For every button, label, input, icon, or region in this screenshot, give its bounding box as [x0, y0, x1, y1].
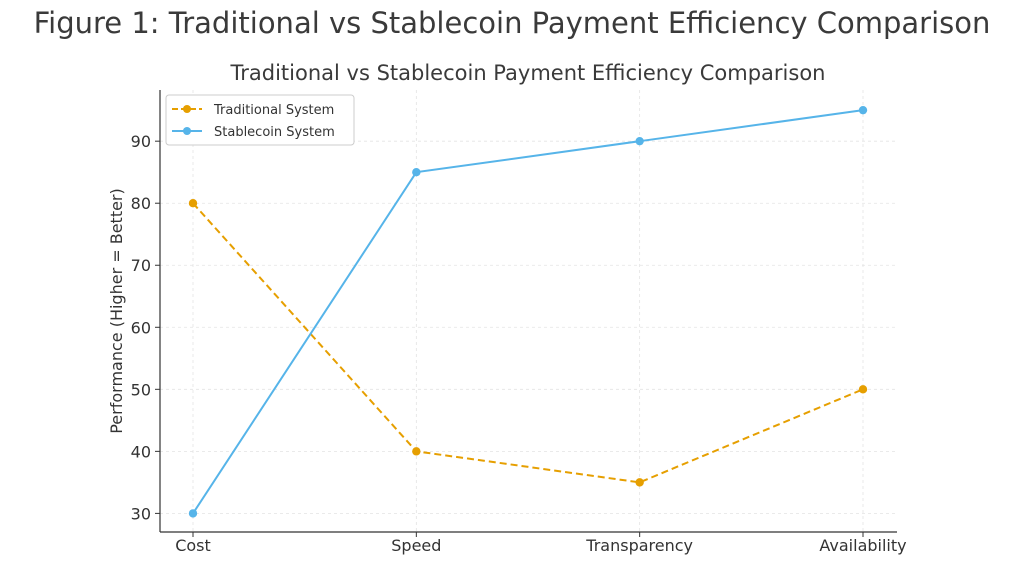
- y-tick-label: 80: [131, 194, 151, 213]
- legend: Traditional System Stablecoin System: [165, 94, 355, 146]
- legend-swatch-marker: [183, 127, 191, 135]
- x-tick-label: Cost: [175, 536, 211, 555]
- y-axis-label: Performance (Higher = Better): [107, 188, 126, 434]
- series-line: [192, 202, 864, 484]
- legend-item: Traditional System: [172, 103, 334, 118]
- legend-item: Stablecoin System: [172, 125, 335, 140]
- chart-title: Traditional vs Stablecoin Payment Effici…: [230, 61, 826, 85]
- y-tick-label: 50: [131, 380, 151, 399]
- x-tick-label: Availability: [819, 536, 906, 555]
- legend-label: Traditional System: [213, 103, 334, 118]
- data-point: [635, 478, 644, 487]
- data-point: [412, 447, 421, 456]
- data-point: [635, 136, 644, 146]
- data-point: [858, 105, 868, 115]
- series-traditional-system: [188, 199, 868, 487]
- axes: [159, 90, 897, 533]
- series-stablecoin-system: [188, 105, 868, 518]
- legend-swatch-marker: [183, 105, 191, 113]
- data-point: [858, 385, 868, 394]
- legend-box: [165, 94, 355, 146]
- data-point: [412, 167, 421, 177]
- y-ticks: 30 40 50 60 70 80 90: [131, 132, 160, 523]
- y-tick-label: 90: [131, 132, 151, 151]
- y-tick-label: 30: [131, 504, 151, 523]
- data-point: [188, 199, 198, 208]
- x-ticks: Cost Speed Transparency Availability: [175, 532, 907, 555]
- y-tick-label: 70: [131, 256, 151, 275]
- series-line: [192, 109, 864, 514]
- legend-label: Stablecoin System: [214, 125, 335, 140]
- figure-title: Figure 1: Traditional vs Stablecoin Paym…: [33, 6, 991, 40]
- gridlines: [160, 90, 897, 532]
- series-group: [188, 105, 868, 518]
- y-tick-label: 60: [131, 318, 151, 337]
- x-tick-label: Speed: [391, 536, 441, 555]
- y-tick-label: 40: [131, 442, 151, 461]
- x-tick-label: Transparency: [585, 536, 693, 555]
- data-point: [188, 509, 198, 518]
